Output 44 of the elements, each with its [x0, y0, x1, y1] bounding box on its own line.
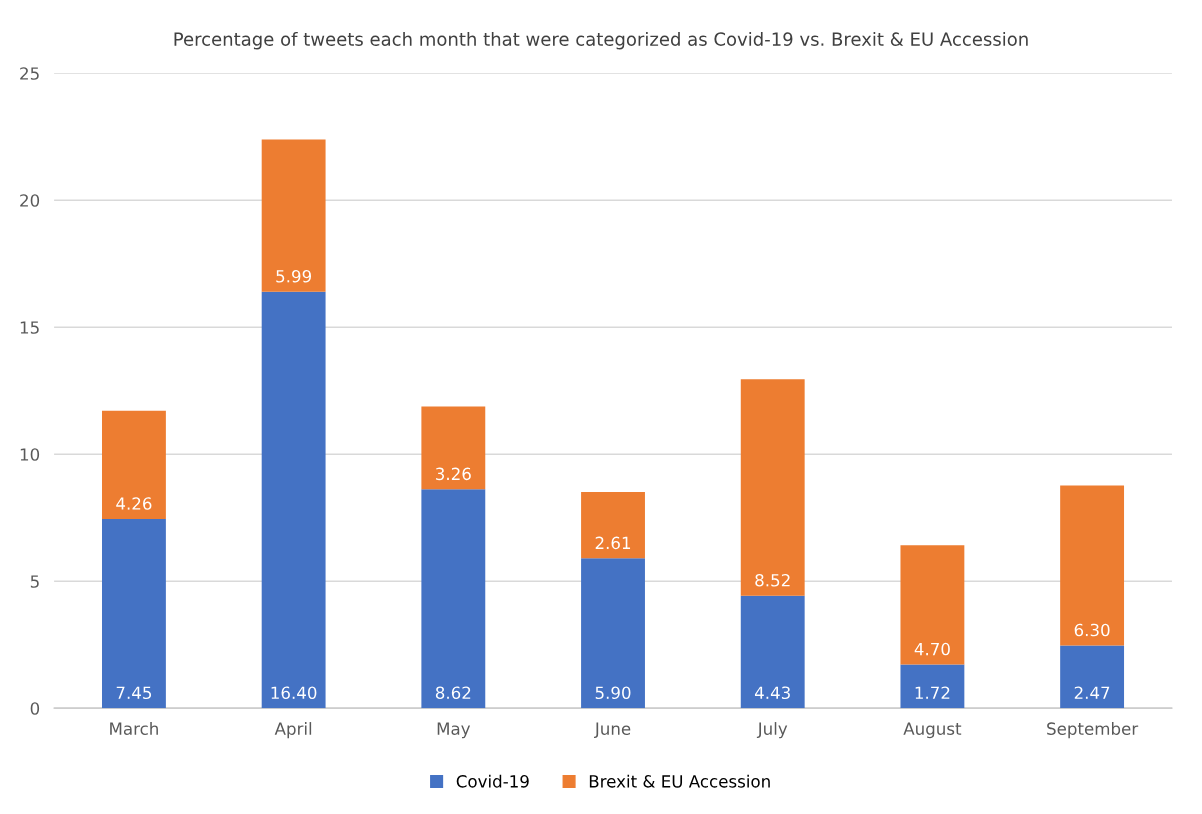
- data-label: 4.70: [914, 642, 950, 656]
- data-label: 7.45: [116, 686, 152, 700]
- y-tick-label: 10: [20, 448, 40, 461]
- y-tick-label: 25: [20, 67, 39, 80]
- data-label: 6.30: [1074, 623, 1110, 637]
- bar: [581, 558, 645, 709]
- bar: [740, 379, 805, 596]
- x-tick-label: July: [756, 722, 788, 739]
- data-label: 5.99: [276, 269, 312, 283]
- data-label: 8.52: [755, 573, 790, 587]
- bar: [581, 492, 645, 559]
- data-label: 4.43: [754, 686, 790, 700]
- bar: [421, 489, 486, 709]
- bar: [261, 291, 326, 709]
- data-label: 2.47: [1074, 686, 1110, 699]
- x-tick-label: March: [110, 722, 158, 735]
- bar: [261, 139, 326, 292]
- bar: [900, 545, 965, 665]
- y-tick-label: 5: [30, 575, 39, 588]
- data-label: 1.72: [915, 686, 950, 699]
- data-label: 3.26: [436, 467, 471, 481]
- bar: [102, 518, 166, 709]
- y-tick-label: 0: [30, 702, 40, 715]
- legend-label: Covid-19: [456, 774, 529, 788]
- y-tick-label: 20: [20, 194, 40, 207]
- bar: [900, 664, 965, 709]
- data-label: 4.26: [116, 497, 152, 510]
- x-tick-label: April: [274, 722, 312, 739]
- bar: [740, 595, 805, 709]
- data-label: 8.62: [435, 686, 471, 700]
- x-tick-label: September: [1047, 722, 1139, 739]
- bar: [1060, 485, 1125, 646]
- chart-title: Percentage of tweets each month that were categorized as Covid-19 vs. Brexit & EU Accession: [174, 31, 1028, 50]
- data-label: 2.61: [595, 536, 631, 550]
- x-tick-label: May: [437, 722, 471, 739]
- y-tick-label: 15: [20, 321, 39, 334]
- bar: [1060, 645, 1125, 709]
- bar: [102, 410, 166, 519]
- data-label: 5.90: [595, 686, 631, 700]
- x-tick-label: August: [903, 722, 962, 739]
- data-label: 16.40: [271, 686, 317, 700]
- bar: [421, 406, 486, 490]
- x-tick-label: June: [594, 722, 631, 739]
- legend-label: Brexit & EU Accession: [589, 774, 770, 788]
